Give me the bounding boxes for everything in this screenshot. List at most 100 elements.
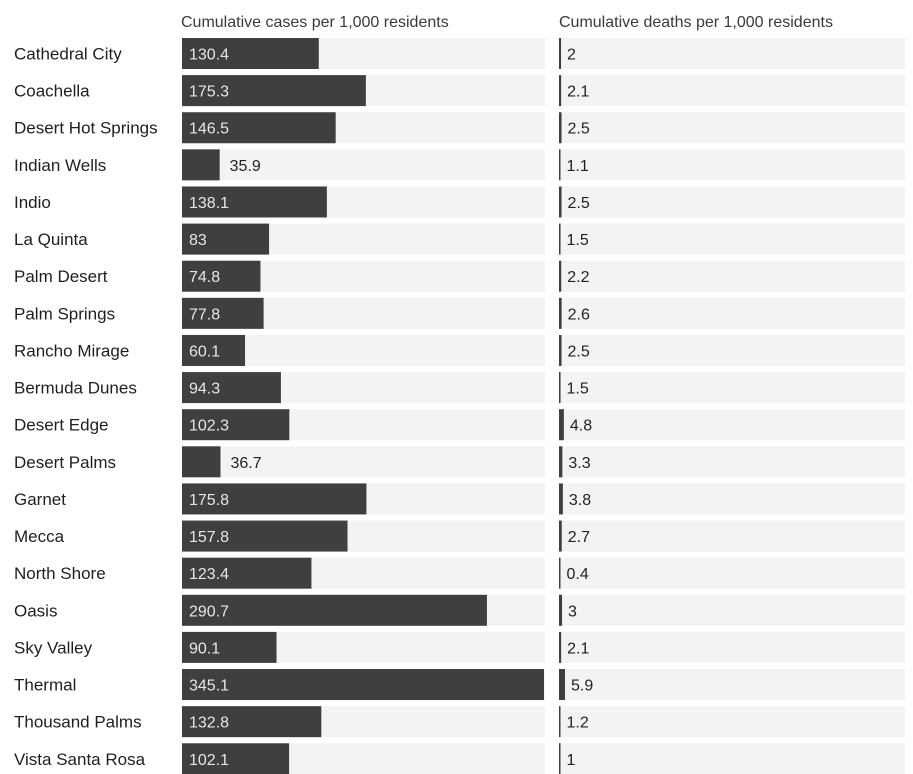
deaths-value-label: 1.5 <box>567 381 589 398</box>
deaths-value-label: 1.5 <box>567 232 589 249</box>
cases-bar <box>182 149 220 181</box>
table-row: Indio 138.1 2.5 <box>14 186 905 218</box>
deaths-value-label: 1.1 <box>567 158 589 175</box>
cases-value-label: 77.8 <box>189 306 220 323</box>
deaths-bar <box>559 594 563 626</box>
cases-row-background <box>182 149 545 181</box>
table-rows: Cathedral City 130.4 2 Coachella 175.3 2.1 Des… <box>14 38 905 774</box>
deaths-bar <box>559 223 561 255</box>
deaths-row-background <box>559 186 905 218</box>
row-label: Garnet <box>14 490 66 509</box>
cases-value-label: 83 <box>189 232 207 249</box>
row-label: Bermuda Dunes <box>14 379 137 398</box>
deaths-value-label: 2.5 <box>568 195 590 212</box>
cases-bar <box>182 631 277 663</box>
cases-bar <box>182 594 487 626</box>
cases-bar <box>182 372 281 404</box>
deaths-bar <box>559 706 561 738</box>
deaths-value-label: 2.5 <box>568 343 590 360</box>
cases-bar <box>182 38 319 69</box>
table-row: Desert Palms 36.7 3.3 <box>14 446 905 478</box>
cases-bar <box>182 409 290 441</box>
table-row: La Quinta 83 1.5 <box>14 223 905 255</box>
row-label: Thousand Palms <box>14 713 142 732</box>
cases-column-header: Cumulative cases per 1,000 residents <box>181 14 449 31</box>
deaths-bar <box>559 112 562 144</box>
deaths-row-background <box>559 446 905 478</box>
deaths-value-label: 3.3 <box>568 455 590 472</box>
table-row: Palm Springs 77.8 2.6 <box>14 297 905 329</box>
deaths-row-background <box>559 669 905 701</box>
deaths-value-label: 3.8 <box>569 492 591 509</box>
row-label: Desert Palms <box>14 453 116 472</box>
cases-value-label: 90.1 <box>189 640 220 657</box>
deaths-row-background <box>559 38 905 69</box>
cases-value-label: 74.8 <box>189 269 220 286</box>
table-row: Sky Valley 90.1 2.1 <box>14 631 905 663</box>
cases-row-background <box>182 446 545 478</box>
deaths-bar <box>559 372 561 404</box>
table-row: Bermuda Dunes 94.3 1.5 <box>14 372 905 404</box>
deaths-row-background <box>559 112 905 144</box>
cases-value-label: 157.8 <box>189 529 229 546</box>
cases-bar <box>182 186 327 218</box>
deaths-row-background <box>559 483 905 515</box>
deaths-value-label: 1.2 <box>567 715 589 732</box>
cases-value-label: 132.8 <box>189 715 229 732</box>
table-row: North Shore 123.4 0.4 <box>14 557 905 589</box>
cases-value-label: 345.1 <box>189 678 229 695</box>
deaths-value-label: 2.6 <box>568 306 590 323</box>
deaths-row-background <box>559 149 905 181</box>
deaths-value-label: 2.7 <box>568 529 590 546</box>
deaths-row-background <box>559 297 905 329</box>
deaths-value-label: 2.2 <box>567 269 589 286</box>
deaths-value-label: 0.4 <box>567 566 589 583</box>
deaths-value-label: 2.1 <box>567 640 589 657</box>
row-label: Indian Wells <box>14 156 106 175</box>
row-label: Mecca <box>14 527 65 546</box>
cases-bar <box>182 743 290 774</box>
deaths-row-background <box>559 372 905 404</box>
table-row: Indian Wells 35.9 1.1 <box>14 149 905 181</box>
deaths-row-background <box>559 743 905 774</box>
table-row: Thousand Palms 132.8 1.2 <box>14 706 905 738</box>
table-row: Desert Hot Springs 146.5 2.5 <box>14 112 905 144</box>
cases-bar <box>182 223 270 255</box>
deaths-row-background <box>559 223 905 255</box>
cases-bar <box>182 706 322 738</box>
cases-bar <box>182 446 221 478</box>
row-label: North Shore <box>14 564 106 583</box>
table-row: Cathedral City 130.4 2 <box>14 38 905 69</box>
row-label: Sky Valley <box>14 638 93 657</box>
cases-bar <box>182 557 312 589</box>
deaths-row-background <box>559 520 905 552</box>
deaths-column-header: Cumulative deaths per 1,000 residents <box>559 14 833 31</box>
deaths-bar <box>559 520 562 552</box>
deaths-bar <box>559 260 562 292</box>
row-label: Desert Edge <box>14 416 109 435</box>
column-headers: Cumulative cases per 1,000 residents Cum… <box>181 14 833 31</box>
deaths-row-background <box>559 557 905 589</box>
row-label: Vista Santa Rosa <box>14 750 146 769</box>
deaths-row-background <box>559 594 905 626</box>
row-label: Indio <box>14 193 51 212</box>
deaths-value-label: 2.1 <box>567 84 589 101</box>
cases-value-label: 102.1 <box>189 752 229 769</box>
cases-value-label: 35.9 <box>230 158 261 175</box>
deaths-value-label: 3 <box>568 603 577 620</box>
deaths-bar <box>559 297 562 329</box>
row-label: Palm Desert <box>14 267 108 286</box>
deaths-bar <box>559 557 561 589</box>
deaths-row-background <box>559 334 905 366</box>
cases-value-label: 102.3 <box>189 418 229 435</box>
table-row: Palm Desert 74.8 2.2 <box>14 260 905 292</box>
table-row: Mecca 157.8 2.7 <box>14 520 905 552</box>
deaths-value-label: 4.8 <box>570 418 592 435</box>
cases-value-label: 138.1 <box>189 195 229 212</box>
table-row: Rancho Mirage 60.1 2.5 <box>14 334 905 366</box>
deaths-value-label: 2 <box>567 47 576 64</box>
deaths-bar <box>559 409 564 441</box>
table-row: Coachella 175.3 2.1 <box>14 75 905 107</box>
